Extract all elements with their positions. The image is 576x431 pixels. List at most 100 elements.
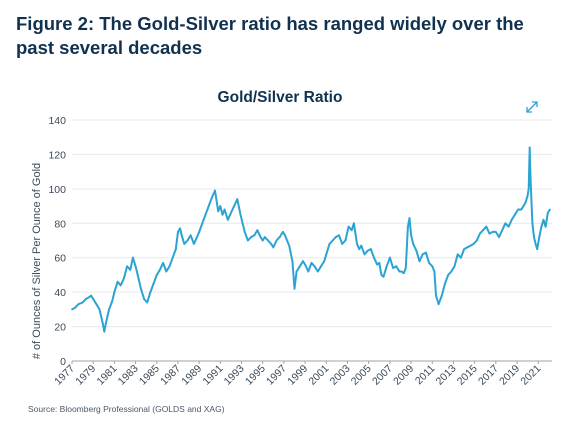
data-point xyxy=(313,265,316,268)
data-point xyxy=(81,301,84,304)
data-point xyxy=(437,303,440,306)
x-tick-label: 2009 xyxy=(391,363,416,388)
y-tick-label: 20 xyxy=(54,322,66,334)
data-point xyxy=(171,256,174,259)
data-point xyxy=(189,234,192,237)
y-axis-label: # of Ounces of Silver Per Ounce of Gold xyxy=(31,163,43,359)
data-point xyxy=(284,234,286,237)
data-point xyxy=(256,229,259,232)
data-point xyxy=(485,225,488,228)
data-point xyxy=(186,239,189,242)
data-point xyxy=(323,260,326,263)
data-point xyxy=(460,256,462,259)
expand-arrows-icon[interactable] xyxy=(526,101,538,113)
x-tick-label: 1977 xyxy=(52,363,77,388)
data-point xyxy=(527,188,530,190)
data-point xyxy=(353,222,355,225)
data-point xyxy=(491,231,494,233)
data-point xyxy=(101,322,104,324)
x-tick-label: 1991 xyxy=(200,363,225,388)
data-point xyxy=(177,231,179,233)
x-tick-label: 1989 xyxy=(179,363,204,388)
x-tick-label: 1981 xyxy=(95,363,120,388)
y-tick-label: 60 xyxy=(54,253,66,265)
x-tick-label: 1983 xyxy=(116,363,141,388)
data-point xyxy=(152,282,155,285)
x-tick-label: 1993 xyxy=(222,363,247,388)
data-point xyxy=(510,218,513,221)
data-point xyxy=(347,225,350,228)
data-point xyxy=(183,243,186,245)
data-point xyxy=(132,256,134,259)
data-point xyxy=(250,236,253,239)
data-point xyxy=(233,205,236,207)
data-point xyxy=(236,198,239,201)
data-point xyxy=(415,249,418,252)
data-point xyxy=(385,265,388,268)
data-point xyxy=(466,246,469,249)
data-point xyxy=(472,243,475,245)
data-point xyxy=(331,239,334,242)
data-point xyxy=(193,243,195,245)
data-point xyxy=(501,229,504,232)
y-tick-label: 140 xyxy=(48,115,66,127)
data-point xyxy=(392,267,394,269)
data-point xyxy=(529,170,532,173)
data-point xyxy=(435,294,437,297)
chart-title: Gold/Silver Ratio xyxy=(218,89,343,106)
data-point xyxy=(71,308,73,311)
data-point xyxy=(376,263,379,266)
data-point xyxy=(103,330,106,333)
data-point xyxy=(159,268,161,271)
data-point xyxy=(536,248,539,251)
x-tick-label: 2003 xyxy=(328,363,353,388)
data-point xyxy=(431,265,434,268)
data-point xyxy=(239,213,242,216)
y-tick-label: 80 xyxy=(54,218,66,230)
data-point xyxy=(288,244,291,247)
data-point xyxy=(165,270,168,273)
data-point xyxy=(528,146,531,149)
data-point xyxy=(223,208,226,211)
data-point xyxy=(286,239,288,242)
data-point xyxy=(433,270,436,273)
data-point xyxy=(123,277,125,280)
x-tick-label: 1999 xyxy=(285,363,310,388)
x-tick-label: 2013 xyxy=(434,363,459,388)
data-point xyxy=(162,262,165,264)
data-point xyxy=(475,239,478,242)
data-point xyxy=(116,280,119,283)
data-point xyxy=(382,275,385,278)
data-point xyxy=(198,231,201,233)
data-point xyxy=(196,236,198,239)
data-point xyxy=(90,294,92,297)
data-point xyxy=(440,294,443,297)
data-point xyxy=(358,248,361,251)
data-point xyxy=(181,236,184,239)
data-point xyxy=(444,282,446,285)
data-point xyxy=(111,299,114,302)
data-point xyxy=(366,249,369,252)
x-tick-labels: 1977197919811983198519871989199119931995… xyxy=(52,361,543,388)
data-point xyxy=(282,231,284,233)
data-point xyxy=(369,248,372,251)
data-point xyxy=(408,217,411,220)
data-point xyxy=(211,196,213,199)
series-group xyxy=(71,146,551,333)
data-point xyxy=(373,256,375,259)
data-point xyxy=(263,236,266,239)
data-point xyxy=(298,265,301,268)
data-point xyxy=(494,231,497,233)
data-point xyxy=(136,274,139,276)
x-tick-label: 1997 xyxy=(264,363,289,388)
gold-silver-ratio-chart: Gold/Silver Ratio # of Ounces of Silver … xyxy=(31,89,552,388)
data-point xyxy=(507,225,510,228)
data-point xyxy=(412,243,415,245)
data-point xyxy=(168,265,171,268)
data-point xyxy=(447,274,450,276)
data-point xyxy=(149,291,152,293)
x-tick-label: 2017 xyxy=(476,363,501,388)
data-point xyxy=(344,239,347,242)
data-point xyxy=(140,287,142,290)
data-point xyxy=(378,262,381,264)
